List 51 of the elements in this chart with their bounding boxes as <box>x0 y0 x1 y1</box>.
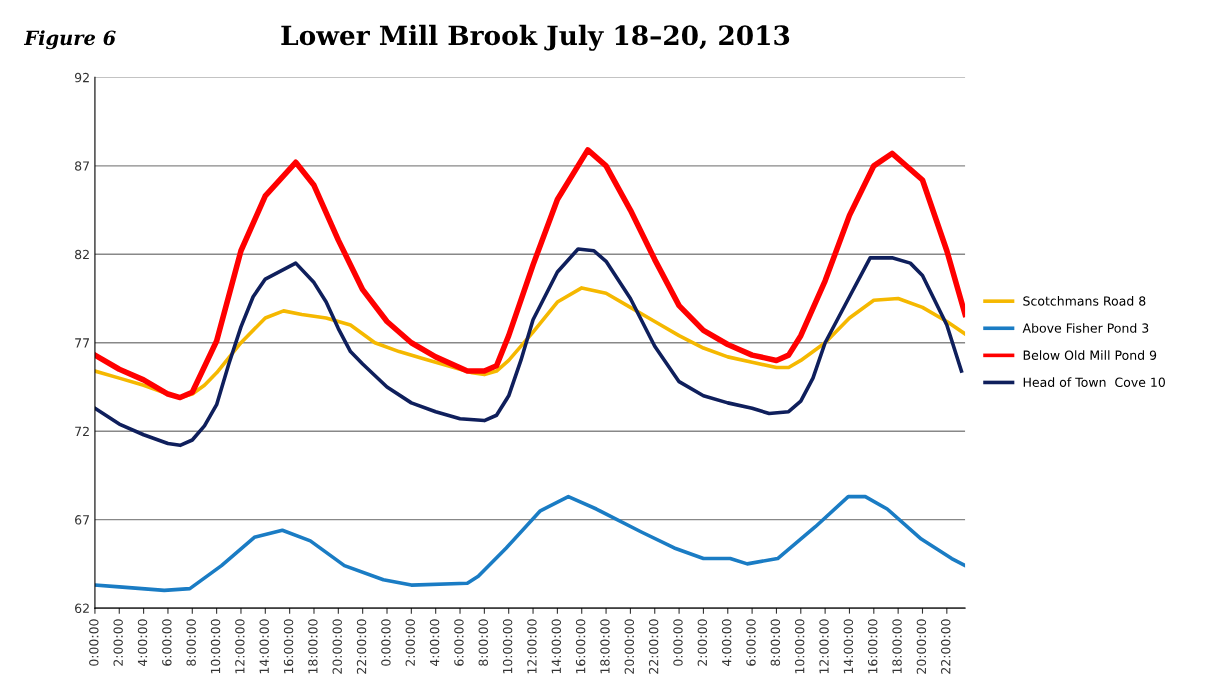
x-tick-label: 8:00:00 <box>770 619 781 666</box>
x-tick-label: 16:00:00 <box>867 619 878 674</box>
x-tick-label: 22:00:00 <box>648 619 659 674</box>
x-tick-label: 2:00:00 <box>405 619 415 666</box>
x-tick-label: 20:00:00 <box>624 619 635 674</box>
x-tick-label: 14:00:00 <box>259 619 269 674</box>
legend-label: Scotchmans Road 8 <box>1023 296 1146 306</box>
x-tick-label: 4:00:00 <box>137 619 148 667</box>
x-tick-label: 10:00:00 <box>502 619 513 674</box>
x-tick-label: 14:00:00 <box>551 619 562 674</box>
x-tick-label: 4:00:00 <box>429 619 440 667</box>
x-tick-label: 12:00:00 <box>527 619 537 674</box>
x-tick-label: 16:00:00 <box>283 619 294 674</box>
x-tick-label: 16:00:00 <box>575 619 586 674</box>
x-tick-label: 14:00:00 <box>843 619 854 674</box>
y-tick-label: 62 <box>75 603 89 614</box>
x-tick-label: 10:00:00 <box>210 619 221 674</box>
x-tick-label: 8:00:00 <box>478 619 488 666</box>
caption: Figure 6 <box>23 30 116 50</box>
x-tick-label: 6:00:00 <box>162 619 172 666</box>
y-tick-label: 77 <box>75 338 89 348</box>
x-tick-label: 22:00:00 <box>356 619 367 674</box>
x-tick-label: 6:00:00 <box>746 619 756 666</box>
legend-label: Head of Town Cove 10 <box>1023 377 1165 388</box>
x-tick-label: 4:00:00 <box>721 619 732 667</box>
legend-label: Below Old Mill Pond 9 <box>1023 350 1157 360</box>
line-series <box>94 247 964 448</box>
x-tick-label: 0:00:00 <box>381 619 391 666</box>
x-tick-label: 22:00:00 <box>941 619 951 674</box>
x-tick-label: 2:00:00 <box>697 619 708 666</box>
legend-label: Above Fisher Pond 3 <box>1022 323 1149 333</box>
y-tick-label: 87 <box>75 161 89 171</box>
line-series <box>94 494 966 593</box>
y-tick-label: 92 <box>74 72 89 83</box>
x-tick-label: 0:00:00 <box>673 619 683 666</box>
x-tick-label: 2:00:00 <box>113 619 123 666</box>
x-tick-label: 8:00:00 <box>186 619 196 666</box>
y-tick-label: 67 <box>75 515 89 525</box>
y-tick-label: 72 <box>75 426 89 436</box>
x-tick-label: 20:00:00 <box>332 619 342 674</box>
x-tick-label: 12:00:00 <box>819 619 829 674</box>
x-tick-label: 10:00:00 <box>794 619 805 674</box>
x-tick-label: 18:00:00 <box>892 619 902 674</box>
x-tick-label: 12:00:00 <box>235 619 245 674</box>
x-tick-label: 18:00:00 <box>308 619 318 674</box>
x-tick-label: 18:00:00 <box>600 619 610 674</box>
x-tick-label: 20:00:00 <box>916 619 927 674</box>
y-tick-label: 82 <box>75 249 89 260</box>
chart-title: Lower Mill Brook July 18–20, 2013 <box>281 24 790 51</box>
x-tick-label: 6:00:00 <box>454 619 464 666</box>
x-tick-label: 0:00:00 <box>89 619 99 666</box>
